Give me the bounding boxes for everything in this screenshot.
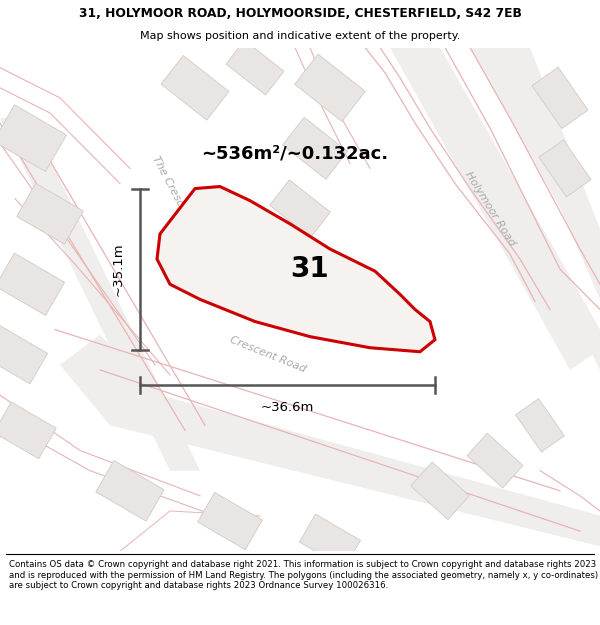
Polygon shape — [539, 140, 591, 197]
Polygon shape — [470, 48, 600, 279]
Text: ~36.6m: ~36.6m — [261, 401, 314, 414]
Polygon shape — [157, 186, 435, 352]
Polygon shape — [283, 118, 347, 179]
Polygon shape — [0, 105, 67, 172]
Polygon shape — [411, 462, 469, 519]
Text: ~536m²/~0.132ac.: ~536m²/~0.132ac. — [202, 144, 389, 162]
Polygon shape — [269, 180, 331, 238]
Polygon shape — [226, 40, 284, 95]
Polygon shape — [197, 492, 262, 550]
Polygon shape — [299, 514, 361, 568]
Polygon shape — [161, 56, 229, 120]
Text: 31, HOLYMOOR ROAD, HOLYMOORSIDE, CHESTERFIELD, S42 7EB: 31, HOLYMOOR ROAD, HOLYMOORSIDE, CHESTER… — [79, 7, 521, 20]
Text: Map shows position and indicative extent of the property.: Map shows position and indicative extent… — [140, 31, 460, 41]
Polygon shape — [430, 48, 600, 299]
Polygon shape — [0, 402, 56, 459]
Polygon shape — [60, 334, 600, 551]
Text: Contains OS data © Crown copyright and database right 2021. This information is : Contains OS data © Crown copyright and d… — [9, 560, 598, 590]
Polygon shape — [295, 54, 365, 121]
Polygon shape — [0, 326, 47, 384]
Polygon shape — [515, 399, 565, 452]
Text: Holymoor Road: Holymoor Road — [463, 169, 517, 248]
Text: ~35.1m: ~35.1m — [112, 242, 125, 296]
Polygon shape — [532, 67, 588, 129]
Polygon shape — [96, 461, 164, 521]
Polygon shape — [0, 118, 200, 471]
Polygon shape — [0, 253, 65, 316]
Text: The Crescent: The Crescent — [151, 154, 194, 223]
Text: 31: 31 — [290, 255, 329, 283]
Polygon shape — [390, 48, 600, 370]
Text: Crescent Road: Crescent Road — [229, 335, 308, 374]
Polygon shape — [17, 183, 83, 244]
Polygon shape — [390, 48, 600, 370]
Polygon shape — [467, 433, 523, 488]
